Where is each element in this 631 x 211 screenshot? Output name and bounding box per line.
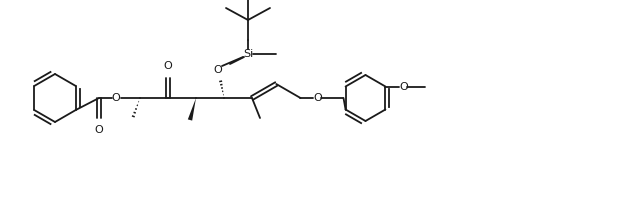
Text: Si: Si [243, 49, 253, 59]
Text: O: O [95, 125, 103, 135]
Text: O: O [163, 61, 172, 71]
Text: O: O [399, 81, 408, 92]
Text: O: O [214, 65, 222, 75]
Polygon shape [188, 98, 196, 121]
Text: O: O [313, 93, 322, 103]
Text: O: O [112, 93, 121, 103]
